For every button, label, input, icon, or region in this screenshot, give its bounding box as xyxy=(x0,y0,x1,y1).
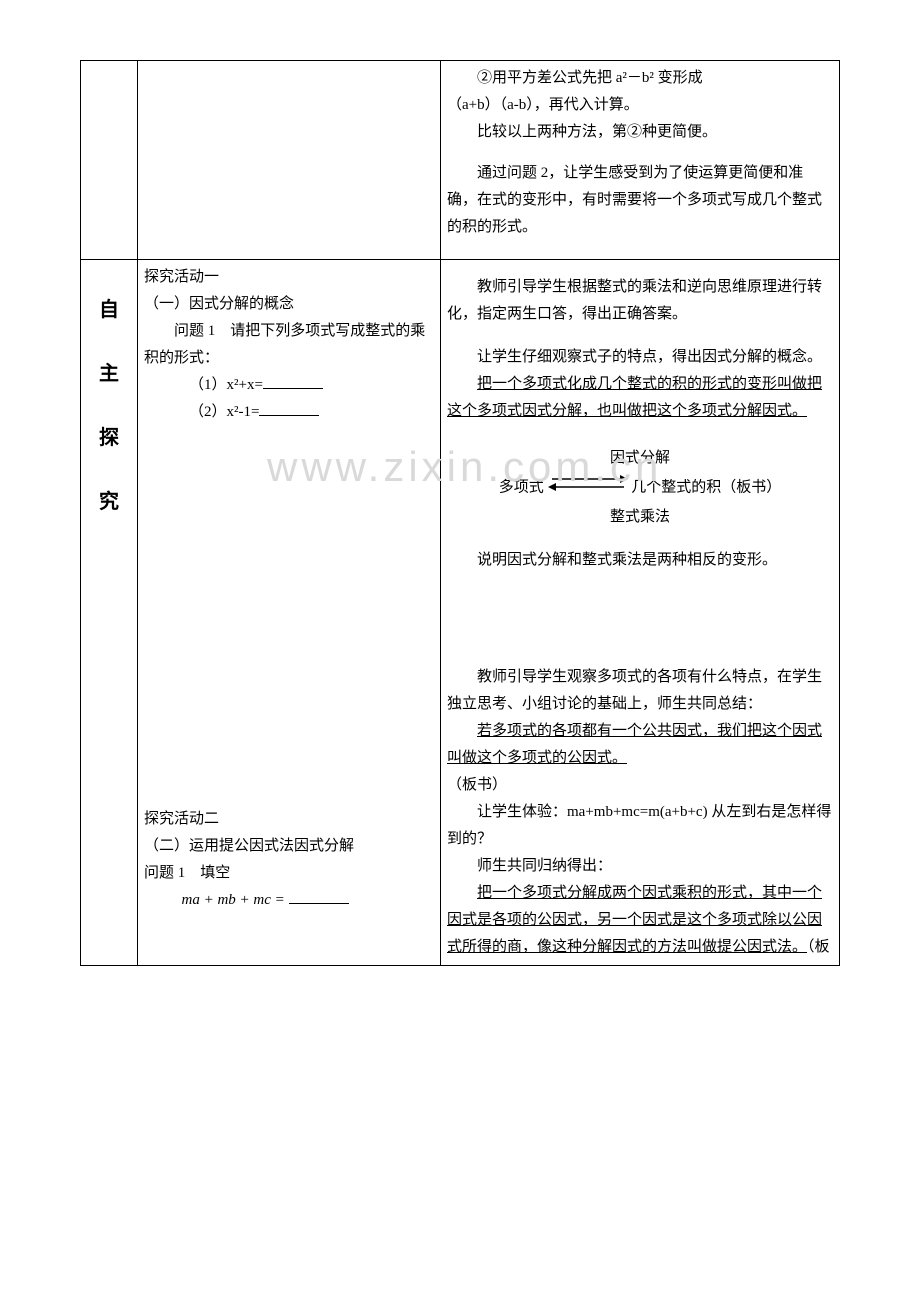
text-line: 比较以上两种方法，第②种更简便。 xyxy=(447,119,833,146)
text-span: 问题 1 请把下列多项式写成整式的乘积的形式： xyxy=(144,323,425,366)
formula-line: （1）x²+x= xyxy=(144,372,434,399)
activity-title: 探究活动二 xyxy=(144,806,434,833)
spacer xyxy=(447,264,833,274)
row2-left-cell: 自 主 探 究 xyxy=(81,260,138,966)
page: ②用平方差公式先把 a²－b² 变形成 （a+b）（a-b），再代入计算。 比较… xyxy=(0,0,920,1026)
double-arrow-icon xyxy=(548,472,628,504)
paragraph: 师生共同归纳得出： xyxy=(447,853,833,880)
spacer xyxy=(447,425,833,445)
spacer xyxy=(447,574,833,664)
vert-char: 自 xyxy=(87,292,131,328)
spacer xyxy=(447,328,833,344)
paragraph: 说明因式分解和整式乘法是两种相反的变形。 xyxy=(447,547,833,574)
paragraph: 教师引导学生根据整式的乘法和逆向思维原理进行转化，指定两生口答，得出正确答案。 xyxy=(447,274,833,328)
main-table: ②用平方差公式先把 a²－b² 变形成 （a+b）（a-b），再代入计算。 比较… xyxy=(80,60,840,966)
formula-line: （2）x²-1= xyxy=(144,399,434,426)
text-line: ②用平方差公式先把 a²－b² 变形成 xyxy=(447,65,833,92)
paragraph: 把一个多项式分解成两个因式乘积的形式，其中一个因式是各项的公因式，另一个因式是这… xyxy=(447,880,833,961)
activity-subtitle: （二）运用提公因式法因式分解 xyxy=(144,833,434,860)
underlined-text: 把一个多项式分解成两个因式乘积的形式，其中一个因式是各项的公因式，另一个因式是这… xyxy=(447,885,822,955)
blank-line xyxy=(259,400,319,416)
activity-subtitle: （一）因式分解的概念 xyxy=(144,291,434,318)
table-row: ②用平方差公式先把 a²－b² 变形成 （a+b）（a-b），再代入计算。 比较… xyxy=(81,61,840,260)
paragraph: 教师引导学生观察多项式的各项有什么特点，在学生独立思考、小组讨论的基础上，师生共… xyxy=(447,664,833,718)
activity-title: 探究活动一 xyxy=(144,264,434,291)
vert-char: 探 xyxy=(87,420,131,456)
formula-text: ma + mb + mc = xyxy=(182,892,285,908)
arrow-right-label: 几个整式的积（板书） xyxy=(631,479,781,495)
underlined-text: 若多项式的各项都有一个公共因式，我们把这个因式叫做这个多项式的公因式。 xyxy=(447,723,822,766)
arrow-bottom-label: 整式乘法 xyxy=(447,504,833,531)
text-span: （1）x²+x= xyxy=(189,377,263,393)
row2-right-cell: 教师引导学生根据整式的乘法和逆向思维原理进行转化，指定两生口答，得出正确答案。 … xyxy=(441,260,840,966)
paragraph: 把一个多项式化成几个整式的积的形式的变形叫做把这个多项式因式分解，也叫做把这个多… xyxy=(447,371,833,425)
text-span: （2）x²-1= xyxy=(189,404,259,420)
blank-line xyxy=(263,373,323,389)
question-text: 问题 1 填空 xyxy=(144,860,434,887)
arrow-row: 多项式 几个整式的积（板书） xyxy=(447,472,833,504)
spacer xyxy=(447,146,833,160)
arrow-top-label: 因式分解 xyxy=(447,445,833,472)
paragraph: 让学生体验：ma+mb+mc=m(a+b+c) 从左到右是怎样得到的？ xyxy=(447,799,833,853)
formula-line: ma + mb + mc = xyxy=(144,887,434,914)
row1-right-cell: ②用平方差公式先把 a²－b² 变形成 （a+b）（a-b），再代入计算。 比较… xyxy=(441,61,840,260)
spacer xyxy=(144,426,434,806)
spacer xyxy=(447,241,833,255)
paragraph: （板书） xyxy=(447,772,833,799)
row1-mid-cell xyxy=(138,61,441,260)
row1-left-cell xyxy=(81,61,138,260)
question-text: 问题 1 请把下列多项式写成整式的乘积的形式： xyxy=(144,318,434,372)
vert-char: 主 xyxy=(87,356,131,392)
text-span: （板 xyxy=(807,939,830,955)
text-line: （a+b）（a-b），再代入计算。 xyxy=(447,92,833,119)
arrow-left-label: 多项式 xyxy=(499,479,544,495)
text-line: 通过问题 2，让学生感受到为了使运算更简便和准确，在式的变形中，有时需要将一个多… xyxy=(447,160,833,241)
table-row: 自 主 探 究 探究活动一 （一）因式分解的概念 问题 1 请把下列多项式写成整… xyxy=(81,260,840,966)
paragraph: 若多项式的各项都有一个公共因式，我们把这个因式叫做这个多项式的公因式。 xyxy=(447,718,833,772)
arrow-diagram: www.zixin.com.cn 因式分解 多项式 几个整式的 xyxy=(447,445,833,531)
paragraph: 让学生仔细观察式子的特点，得出因式分解的概念。 xyxy=(447,344,833,371)
row2-mid-cell: 探究活动一 （一）因式分解的概念 问题 1 请把下列多项式写成整式的乘积的形式：… xyxy=(138,260,441,966)
vert-char: 究 xyxy=(87,484,131,520)
underlined-text: 把一个多项式化成几个整式的积的形式的变形叫做把这个多项式因式分解，也叫做把这个多… xyxy=(447,376,822,419)
spacer xyxy=(447,531,833,547)
blank-line xyxy=(289,888,349,904)
